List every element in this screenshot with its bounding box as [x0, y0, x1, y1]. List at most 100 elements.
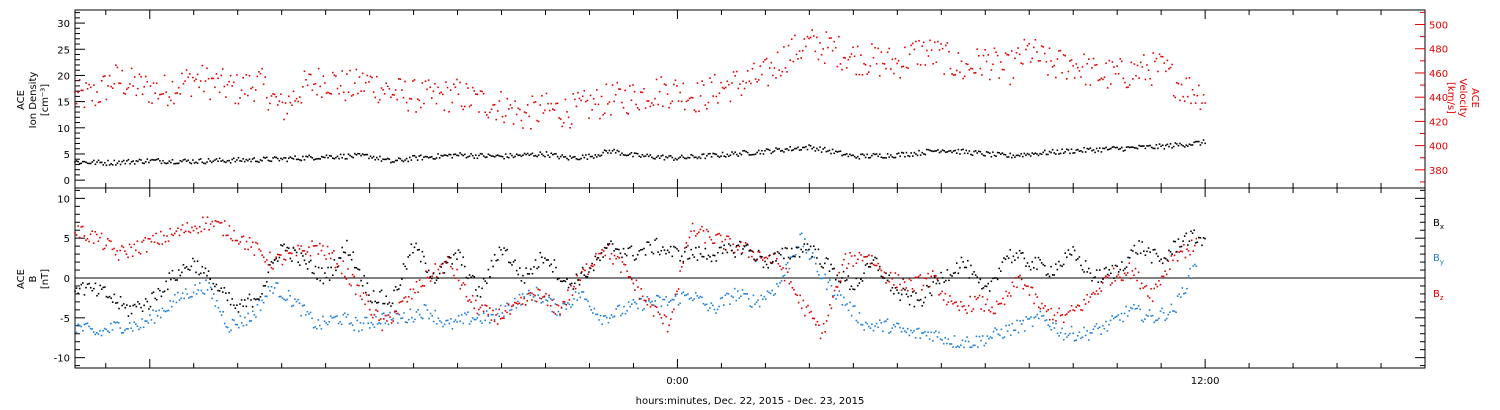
density-point: [341, 157, 344, 159]
density-point: [93, 159, 95, 162]
density-point: [1111, 146, 1114, 149]
density-point: [157, 158, 160, 160]
density-point: [638, 155, 641, 158]
bx-point: [717, 251, 719, 254]
velocity-point: [585, 100, 587, 103]
bx-point: [847, 275, 850, 277]
by-point: [1131, 307, 1134, 310]
velocity-point: [316, 93, 318, 96]
bz-point: [517, 303, 519, 305]
by-point: [231, 318, 234, 321]
velocity-series: [74, 29, 1206, 130]
density-point: [531, 152, 534, 155]
density-point: [773, 150, 776, 152]
bx-point: [512, 261, 515, 263]
velocity-point: [638, 108, 641, 111]
bx-point: [625, 254, 628, 257]
density-point: [971, 154, 974, 157]
bz-point: [1145, 284, 1148, 287]
bz-point: [615, 257, 617, 260]
bz-point: [114, 253, 117, 256]
velocity-point: [676, 85, 678, 87]
density-point: [924, 153, 927, 156]
bz-point: [136, 240, 139, 243]
bx-point: [110, 297, 112, 300]
by-point: [712, 304, 714, 307]
by-point: [892, 323, 895, 326]
velocity-point: [391, 93, 394, 96]
bz-point: [78, 236, 81, 239]
by-point: [1092, 328, 1095, 331]
bz-point: [300, 245, 302, 247]
by-point: [208, 282, 210, 284]
by-point: [270, 285, 273, 288]
bz-point: [322, 245, 324, 247]
top-right-ylabel-line-1: ACE: [1469, 88, 1480, 108]
bx-point: [743, 245, 746, 248]
by-point: [275, 282, 277, 284]
density-point: [918, 149, 920, 152]
by-point: [194, 284, 196, 286]
bx-point: [1014, 259, 1016, 261]
velocity-point: [338, 92, 340, 95]
by-point: [1150, 315, 1152, 317]
bx-point: [438, 272, 441, 275]
bz-point: [138, 251, 140, 254]
bz-point: [875, 264, 878, 267]
bz-point: [1131, 270, 1134, 272]
bz-point: [1069, 310, 1071, 312]
bz-point: [468, 299, 471, 301]
velocity-point: [677, 100, 680, 102]
velocity-point: [457, 93, 460, 96]
bz-point: [227, 234, 229, 237]
velocity-point: [1081, 66, 1084, 68]
bx-point: [797, 246, 799, 249]
bx-point: [218, 290, 221, 292]
by-point: [708, 307, 711, 309]
by-point: [657, 295, 660, 297]
velocity-point: [1094, 64, 1096, 66]
velocity-point: [508, 108, 510, 110]
bx-point: [508, 261, 510, 264]
bz-point: [733, 251, 736, 254]
velocity-point: [1025, 48, 1027, 51]
by-point: [1190, 277, 1193, 280]
velocity-point: [544, 109, 546, 112]
bx-point: [251, 305, 254, 308]
density-point: [291, 157, 293, 159]
density-point: [754, 153, 757, 155]
bz-point: [861, 259, 864, 262]
density-point: [684, 157, 686, 160]
density-point: [179, 159, 182, 162]
bz-point: [966, 312, 968, 314]
bx-point: [581, 266, 584, 269]
velocity-point: [820, 53, 823, 56]
by-point: [786, 261, 789, 264]
bz-point: [941, 290, 943, 293]
velocity-point: [523, 111, 526, 113]
bx-point: [1108, 269, 1111, 271]
velocity-point: [1044, 52, 1046, 55]
by-point: [936, 336, 939, 338]
velocity-point: [971, 67, 974, 70]
density-point: [404, 159, 406, 161]
velocity-point: [402, 96, 405, 99]
bx-point: [823, 262, 826, 265]
density-point: [264, 157, 266, 159]
velocity-point: [1154, 60, 1156, 63]
by-point: [584, 298, 586, 300]
bx-point: [591, 262, 593, 265]
bx-point: [1028, 265, 1030, 268]
bx-point: [1006, 255, 1008, 258]
velocity-point: [258, 71, 260, 73]
velocity-point: [300, 101, 303, 104]
density-point: [1094, 151, 1096, 154]
by-point: [439, 320, 441, 322]
bx-point: [522, 274, 524, 277]
bx-point: [676, 248, 678, 250]
bx-point: [443, 272, 446, 274]
density-point: [234, 160, 237, 163]
by-point: [634, 301, 636, 304]
bz-point: [1044, 305, 1046, 307]
velocity-point: [83, 106, 86, 109]
